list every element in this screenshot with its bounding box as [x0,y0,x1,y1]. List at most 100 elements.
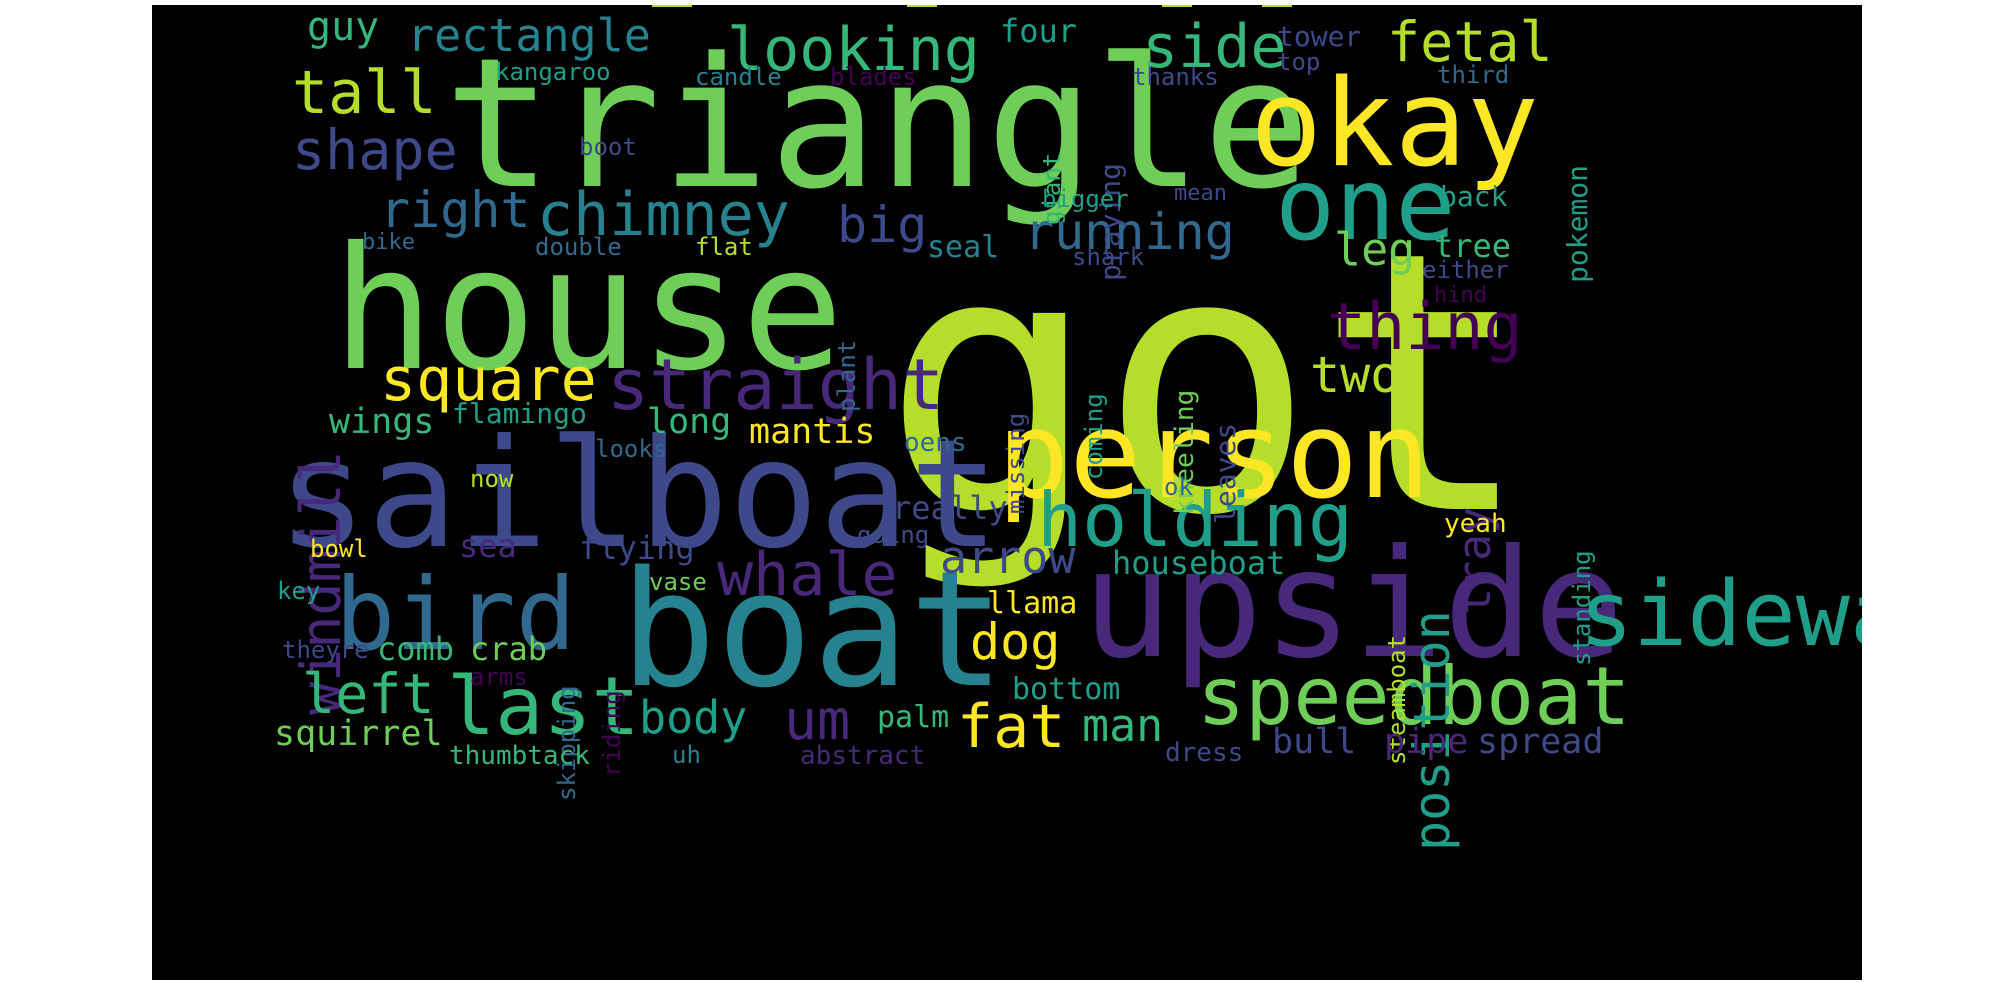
word-um: um [784,688,851,752]
word-crab: crab [470,630,548,668]
word-four: four [1000,12,1078,50]
word-one: one [1275,146,1456,263]
word-kangaroo: kangaroo [495,58,611,86]
word-leaves: leaves [1209,422,1242,524]
word-key: key [277,577,321,605]
word-house: house [332,211,844,409]
word-ok: ok [1164,473,1193,501]
word-boot: boot [579,133,637,161]
word-standing: standing [1568,550,1596,666]
word-top: top [1277,48,1321,76]
word-sea: sea [459,527,517,565]
word-last: last [447,660,640,753]
word-coming: coming [1080,393,1108,480]
word-looking: looking [727,15,980,85]
word-bigger: bigger [1042,185,1129,213]
word-straight: straight [607,344,945,426]
word-wings: wings [329,402,435,442]
word-spread: spread [1477,722,1604,762]
clipped-word-fragment [652,5,692,7]
word-bull: bull [1272,722,1357,762]
word-dog: dog [970,613,1061,671]
word-triangle: triangle [444,20,1311,229]
word-square: square [380,345,597,415]
word-left: left [302,662,435,726]
word-chimney: chimney [537,180,790,250]
word-double: double [535,233,622,261]
word-tall: tall [292,58,437,128]
word-bird: bird [335,556,576,673]
clipped-word-fragment [1262,5,1292,7]
word-candle: candle [695,63,782,91]
word-either: either [1422,256,1509,284]
word-palm: palm [877,700,950,735]
word-missing: missing [1002,412,1030,514]
word-okay: okay [1250,55,1539,194]
word-really: really [892,489,1008,527]
word-sailboat: sailboat [277,408,1000,582]
word-looks: looks [595,435,668,463]
word-right: right [380,181,531,239]
word-got: got [882,175,1533,594]
word-running: running [1024,203,1235,261]
word-big: big [837,196,928,254]
word-mean: mean [1174,181,1227,206]
word-rectangle: rectangle [407,9,651,62]
word-now: now [470,465,514,493]
word-arms: arms [470,663,528,691]
word-llama: llama [987,586,1078,621]
word-uh: uh [672,741,701,769]
word-fetal: fetal [1387,10,1553,74]
word-yeah: yeah [1444,509,1507,539]
word-thing: thing [1327,290,1523,365]
word-seal: seal [927,230,1000,265]
word-bike: bike [362,230,415,255]
word-boat: boat [620,536,1006,723]
clipped-word-fragment [1162,5,1192,7]
word-flat: flat [695,233,753,261]
word-whale: whale [717,540,898,610]
word-pipe: pipe [1384,722,1469,762]
word-cloud: got triangle house sailboat boat upside … [152,5,1862,980]
word-riding: riding [598,690,626,777]
word-arrow: arrow [940,531,1076,584]
word-third: third [1437,61,1510,89]
word-dress: dress [1165,738,1244,768]
word-oens: oens [904,428,967,458]
word-man: man [1082,699,1164,752]
word-leg: leg [1334,223,1416,276]
word-fat: fat [957,692,1066,762]
word-flamingo: flamingo [452,397,587,430]
word-person: person [997,387,1431,526]
word-holding: holding [1037,476,1354,564]
word-tower: tower [1277,20,1362,53]
word-houseboat: houseboat [1112,544,1286,582]
word-body: body [639,691,748,744]
word-tree: tree [1434,227,1512,265]
word-bowl: bowl [310,535,368,563]
word-squirrel: squirrel [274,714,443,754]
word-comb: comb [377,630,455,668]
word-going: going [857,521,930,549]
word-side: side [1142,12,1287,82]
word-thumbtack: thumbtack [449,741,590,771]
word-abstract: abstract [800,741,926,771]
word-pokemon: pokemon [1561,164,1594,283]
word-theyre: theyre [282,636,369,664]
word-shark: shark [1072,243,1145,271]
word-bottom: bottom [1012,672,1121,707]
word-mantis: mantis [749,412,876,452]
word-two: two [1310,346,1401,404]
word-flying: flying [579,529,695,567]
clipped-word-fragment [907,5,937,7]
word-back: back [1440,180,1508,213]
word-hind: hind [1434,283,1487,308]
word-speedboat: speedboat [1197,650,1631,743]
word-vase: vase [649,568,707,596]
word-shape: shape [292,118,458,182]
word-plant: plant [833,339,861,412]
word-sideways: sideways [1579,562,1862,667]
word-thanks: thanks [1132,63,1219,91]
word-long: long [647,402,732,442]
word-guy: guy [307,5,380,50]
